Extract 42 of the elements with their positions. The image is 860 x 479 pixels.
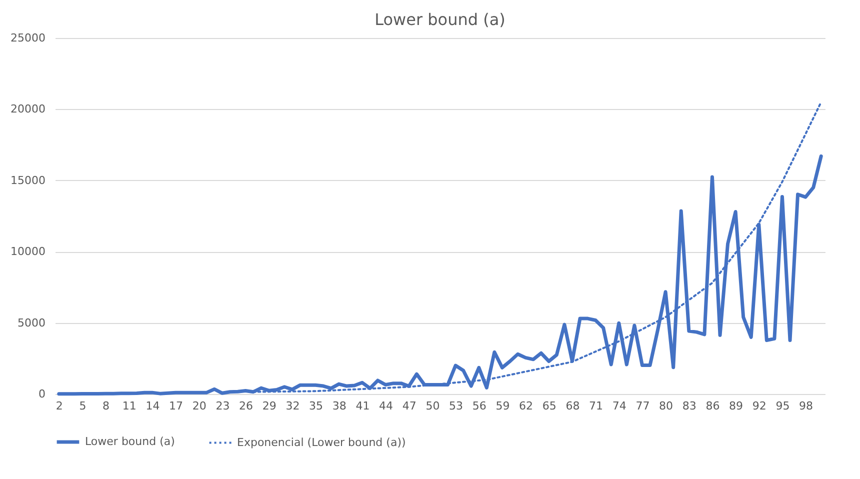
x-tick-label: 68 [566,400,580,412]
x-tick-label: 20 [192,400,206,412]
x-tick-label: 92 [752,400,766,412]
x-tick-label: 59 [496,400,510,412]
x-tick-label: 26 [239,400,254,412]
x-tick-label: 44 [379,400,394,412]
x-tick-label: 8 [102,400,110,412]
x-tick-label: 17 [169,400,184,412]
x-tick-label: 89 [729,400,744,412]
x-tick-label: 23 [216,400,230,412]
x-tick-label: 5 [79,400,86,412]
x-tick-label: 80 [659,400,674,412]
x-tick-label: 65 [542,400,556,412]
x-tick-label: 86 [706,400,720,412]
x-tick-label: 56 [472,400,486,412]
x-tick-label: 41 [356,400,370,412]
y-tick-label: 20000 [10,102,46,116]
x-tick-label: 98 [799,400,814,412]
x-tick-label: 95 [776,400,790,412]
legend-label: Exponencial (Lower bound (a)) [237,436,406,449]
x-tick-label: 53 [449,400,464,412]
x-tick-label: 2 [56,400,63,412]
y-tick-label: 25000 [10,32,46,44]
x-tick-label: 14 [146,400,160,412]
x-tick-label: 29 [262,400,276,412]
x-tick-label: 74 [612,400,626,412]
x-tick-label: 62 [519,400,534,412]
chart-title: Lower bound (a) [374,10,506,29]
y-tick-label: 15000 [10,174,46,187]
x-tick-label: 32 [286,400,300,412]
x-tick-label: 83 [682,400,696,412]
x-tick-label: 11 [122,400,136,412]
x-tick-label: 35 [309,400,324,412]
y-tick-label: 0 [38,388,46,400]
legend-label: Lower bound (a) [85,435,175,448]
x-tick-label: 38 [332,400,346,412]
x-tick-label: 50 [426,400,440,412]
x-tick-label: 71 [589,400,604,412]
y-tick-label: 5000 [18,316,46,330]
x-tick-label: 47 [402,400,416,412]
x-tick-label: 77 [636,400,650,412]
y-tick-label: 10000 [10,245,46,258]
